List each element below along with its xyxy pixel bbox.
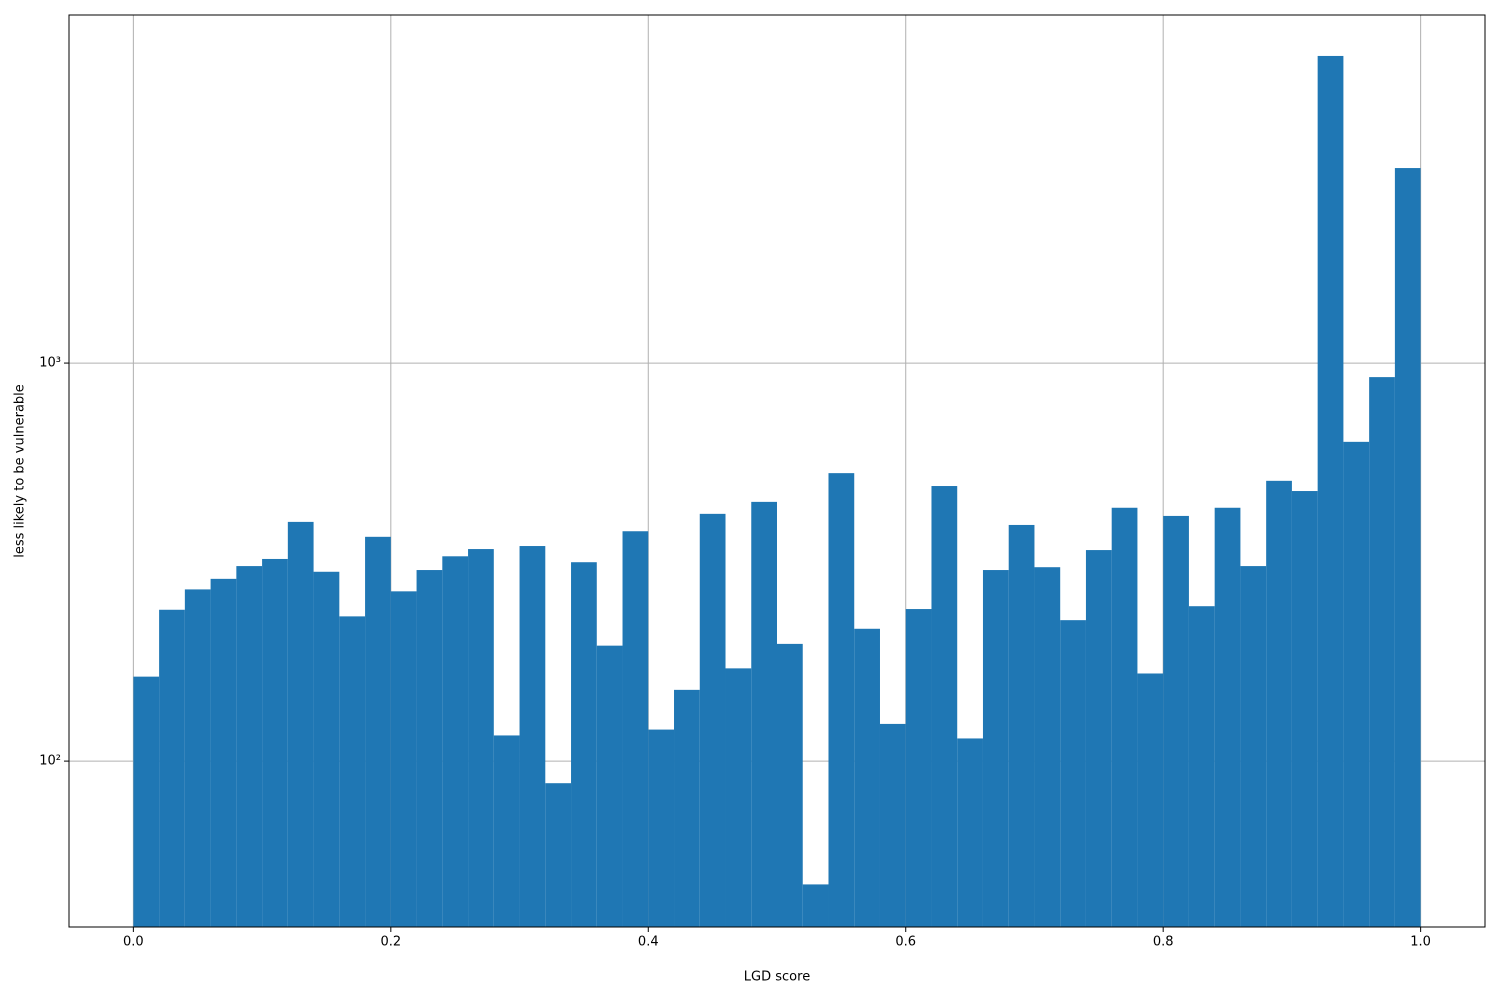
x-tick-label: 0.2 [380, 935, 401, 950]
bar [1240, 566, 1267, 927]
bar [390, 591, 417, 927]
bar [442, 556, 469, 927]
bar [468, 549, 494, 927]
bar [1214, 507, 1241, 927]
bar [571, 562, 597, 927]
bar [339, 616, 366, 927]
x-tick-label: 0.0 [123, 935, 144, 950]
bar [828, 473, 855, 927]
bar [648, 729, 675, 927]
y-tick-label: 10² [39, 754, 61, 769]
bar [1034, 567, 1061, 927]
bar [1394, 168, 1421, 927]
bar [416, 570, 443, 927]
x-tick-label: 0.8 [1153, 935, 1174, 950]
bar [674, 689, 700, 927]
bar [1266, 480, 1292, 927]
bar [1163, 515, 1189, 927]
bar [210, 578, 237, 927]
bar [596, 645, 623, 927]
bar [1317, 55, 1344, 927]
bar [519, 546, 546, 927]
bar [622, 531, 649, 927]
y-axis-label: less likely to be vulnerable [13, 384, 28, 558]
bar [133, 676, 160, 927]
bar [1137, 673, 1164, 927]
bar [802, 884, 829, 927]
y-tick-label: 10³ [39, 356, 61, 371]
bar [287, 521, 314, 927]
bar [1291, 491, 1318, 927]
bar [236, 566, 263, 927]
bar [1343, 441, 1370, 927]
x-axis-label: LGD score [744, 970, 810, 985]
bar [751, 501, 777, 927]
bar [982, 570, 1009, 927]
bar [1111, 507, 1138, 927]
bar [725, 668, 752, 927]
bar [1060, 620, 1086, 927]
bar [699, 513, 726, 927]
bar [262, 558, 288, 927]
bar [159, 609, 185, 927]
x-tick-label: 0.4 [638, 935, 659, 950]
bar [879, 723, 906, 927]
bar [1369, 377, 1395, 927]
x-tick-label: 1.0 [1410, 935, 1431, 950]
bar [957, 738, 983, 927]
bar [1188, 606, 1215, 927]
bar [1008, 524, 1035, 927]
bar [184, 589, 211, 927]
bar [365, 536, 391, 927]
bar [931, 486, 958, 927]
bar [777, 643, 803, 927]
bar [1085, 550, 1112, 927]
x-tick-label: 0.6 [895, 935, 916, 950]
bar [854, 628, 880, 927]
bar [905, 609, 932, 927]
bar [545, 783, 572, 927]
bar [493, 735, 520, 927]
plot-frame [68, 14, 1486, 928]
bar [313, 571, 340, 927]
